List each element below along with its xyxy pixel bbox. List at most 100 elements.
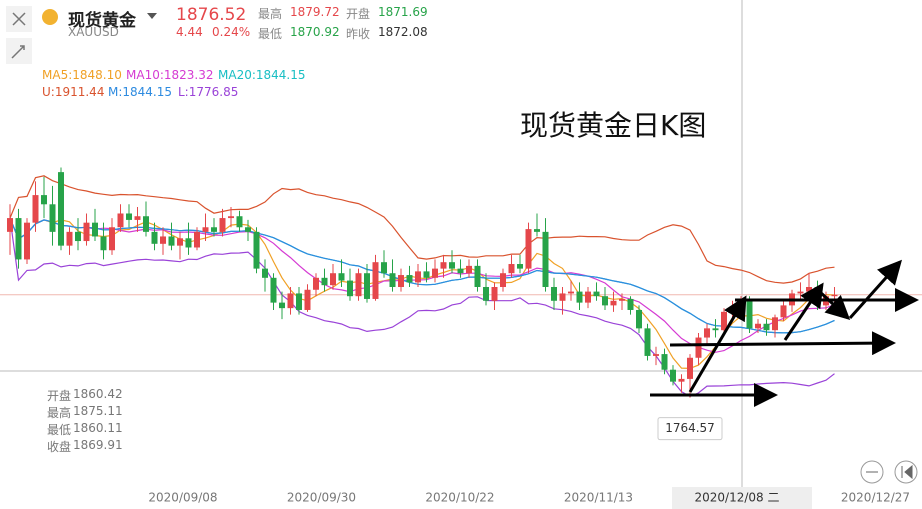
indicator-line — [9, 218, 835, 398]
candle-body — [508, 264, 515, 274]
candle-body — [602, 296, 608, 306]
candle-body — [797, 291, 804, 294]
x-tick-label: 2020/12/08 二 — [695, 491, 780, 505]
candle-body — [381, 262, 387, 274]
stat-value: 1870.92 — [290, 25, 340, 39]
candle-body — [831, 294, 838, 297]
indicator-line — [9, 175, 835, 284]
candle-body — [185, 238, 192, 248]
candle-body — [49, 204, 56, 232]
dropdown-arrow[interactable] — [147, 13, 157, 19]
candle-body — [58, 172, 64, 246]
arrow — [669, 331, 896, 356]
candle-body — [627, 298, 634, 310]
candle-body — [721, 311, 727, 331]
stat-label: 开盘 — [346, 7, 371, 21]
x-tick-label: 2020/10/22 — [425, 491, 494, 505]
candle-body — [134, 216, 141, 220]
candle-body — [559, 293, 566, 301]
candle-body — [423, 271, 430, 278]
candle-body — [126, 213, 132, 220]
candle-body — [296, 293, 302, 310]
candle-body — [661, 354, 668, 370]
candle-body — [92, 222, 98, 237]
asset-name: 现货黄金 — [68, 11, 136, 31]
annotation-arrows — [650, 259, 919, 407]
candle-body — [517, 264, 523, 269]
candle-body — [457, 268, 464, 274]
arrow — [818, 290, 851, 321]
hover-label: 开盘 — [47, 389, 72, 403]
hover-value: 1860.42 — [73, 387, 123, 401]
candle-body — [474, 265, 481, 288]
legend-item: MA5:1848.10 — [42, 68, 122, 82]
candle-body — [772, 317, 778, 331]
candle-body — [449, 262, 455, 269]
indicator-line — [9, 217, 835, 334]
candle-body — [177, 238, 183, 246]
candle-body — [491, 287, 498, 301]
candle-body — [440, 262, 447, 269]
candle-body — [576, 291, 583, 303]
candle-body — [117, 213, 124, 228]
candle-body — [704, 328, 710, 338]
x-tick-label: 2020/11/13 — [564, 491, 633, 505]
price: 1876.52 — [176, 5, 247, 25]
candle-body — [712, 328, 719, 331]
candle-body — [593, 291, 600, 297]
stat-value: 1872.08 — [378, 25, 428, 39]
candle-body — [568, 291, 574, 294]
hover-value: 1860.11 — [73, 421, 123, 435]
x-tick-label: 2020/09/08 — [148, 491, 217, 505]
candle-body — [746, 300, 753, 329]
candle-body — [7, 218, 13, 232]
candle-body — [678, 378, 685, 382]
candle-body — [253, 231, 260, 269]
candle-body — [109, 227, 115, 251]
candle-body — [32, 195, 39, 223]
change-pct: 0.24% — [212, 25, 251, 39]
candle-body — [168, 236, 175, 246]
play-icon — [901, 464, 913, 480]
stat-value: 1879.72 — [290, 5, 340, 19]
candle-body — [236, 216, 243, 228]
legend-item: MA20:1844.15 — [218, 68, 306, 82]
candle-body — [610, 300, 617, 306]
hover-value: 1875.11 — [73, 404, 123, 418]
candle-body — [389, 273, 396, 288]
candle-body — [330, 273, 336, 286]
candle-body — [670, 369, 676, 382]
stat-label: 最高 — [258, 7, 283, 21]
candle-body — [432, 268, 438, 278]
stat-value: 1871.69 — [378, 5, 428, 19]
indicator-line — [9, 217, 835, 353]
candle-body — [534, 229, 540, 232]
x-label-highlight — [672, 487, 812, 509]
candle-body — [551, 287, 557, 301]
candle-body — [270, 277, 277, 303]
low-marker-box — [657, 417, 723, 441]
candle-body — [364, 273, 370, 299]
low-marker-label: 1764.57 — [665, 421, 715, 435]
candle-body — [143, 216, 149, 232]
candle-body — [211, 227, 217, 232]
close-icon — [12, 12, 26, 26]
candle-body — [194, 231, 200, 248]
arrow — [848, 259, 902, 319]
candle-body — [585, 291, 591, 303]
candle-body — [644, 328, 651, 356]
candle-body — [755, 323, 761, 329]
candle-body — [500, 273, 506, 288]
candle-body — [525, 229, 532, 269]
candle-body — [66, 231, 73, 246]
legend-item: U:1911.44 — [42, 85, 105, 99]
candle-body — [24, 222, 30, 260]
candle-body — [228, 216, 234, 219]
candle-body — [636, 309, 642, 329]
candle-body — [687, 357, 693, 379]
candle-body — [287, 293, 294, 309]
candle-body — [780, 305, 787, 318]
hover-label: 最低 — [47, 423, 72, 437]
candle-body — [347, 280, 353, 297]
